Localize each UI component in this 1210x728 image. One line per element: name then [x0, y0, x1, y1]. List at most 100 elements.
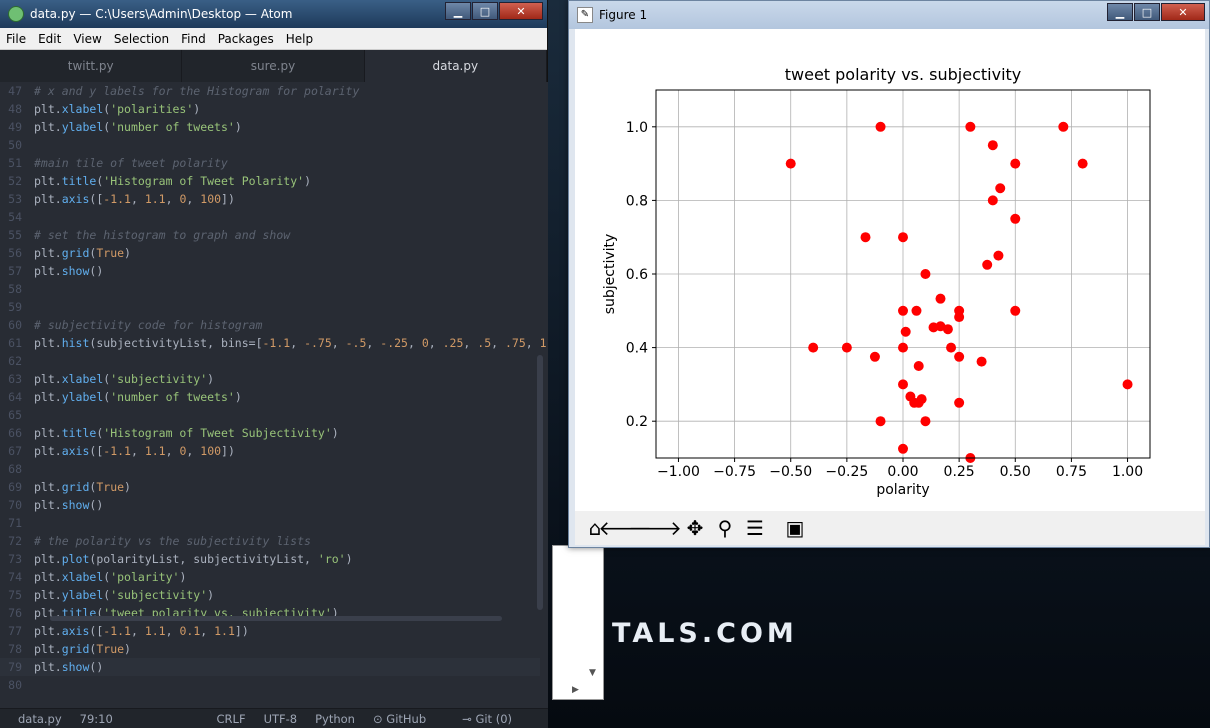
- menu-view[interactable]: View: [73, 31, 102, 46]
- data-point: [1010, 213, 1021, 224]
- scroll-right-arrow-icon[interactable]: ▶: [572, 685, 579, 695]
- code-line[interactable]: 47 # x and y labels for the Histogram for…: [0, 82, 540, 100]
- code-line[interactable]: 64 plt.ylabel('number of tweets'): [0, 388, 540, 406]
- code-text: plt.grid(True): [34, 642, 131, 656]
- status-file-name[interactable]: data.py: [18, 711, 62, 726]
- tab-twitt-py[interactable]: twitt.py: [0, 50, 183, 82]
- code-line[interactable]: 61 plt.hist(subjectivityList, bins=[-1.1,…: [0, 334, 546, 352]
- status-encoding[interactable]: UTF-8: [263, 711, 298, 726]
- code-line[interactable]: 52 plt.title('Histogram of Tweet Polarity…: [0, 172, 540, 190]
- code-line[interactable]: 63 plt.xlabel('subjectivity'): [0, 370, 540, 388]
- atom-statusbar: data.py 79:10 CRLF UTF-8 Python ⊙ GitHub…: [0, 708, 548, 728]
- code-line[interactable]: 71: [0, 514, 540, 532]
- data-point: [920, 269, 931, 279]
- code-line[interactable]: 55 # set the histogram to graph and show: [0, 226, 540, 244]
- status-github[interactable]: ⊙ GitHub: [372, 711, 427, 726]
- code-line[interactable]: 80: [0, 676, 540, 694]
- code-line[interactable]: 54: [0, 208, 540, 226]
- code-line[interactable]: 67 plt.axis([-1.1, 1.1, 0, 100]): [0, 442, 540, 460]
- line-number: 74: [8, 570, 22, 584]
- status-line-ending[interactable]: CRLF: [216, 711, 246, 726]
- line-number: 63: [8, 372, 22, 386]
- code-text: plt.ylabel('number of tweets'): [34, 390, 242, 404]
- code-text: #main tile of tweet polarity: [34, 156, 228, 170]
- y-tick-label: 0.2: [626, 414, 648, 430]
- data-point: [900, 326, 911, 337]
- close-button[interactable]: ✕: [499, 2, 543, 20]
- code-line[interactable]: 53 plt.axis([-1.1, 1.1, 0, 100]): [0, 190, 540, 208]
- data-point: [911, 305, 922, 316]
- code-line[interactable]: 57 plt.show(): [0, 262, 540, 280]
- desktop-banner-text: TALS.COM: [612, 618, 798, 649]
- code-line[interactable]: 50: [0, 136, 540, 154]
- menu-packages[interactable]: Packages: [217, 31, 274, 46]
- code-text: plt.axis([-1.1, 1.1, 0.1, 1.1]): [34, 624, 249, 638]
- pan-icon[interactable]: ✥: [686, 516, 704, 540]
- data-point: [935, 293, 946, 304]
- code-text: # the polarity vs the subjectivity lists: [34, 534, 311, 548]
- editor-horizontal-scrollbar[interactable]: [50, 616, 502, 621]
- zoom-icon[interactable]: ⚲: [717, 516, 733, 540]
- maximize-button[interactable]: □: [472, 2, 498, 20]
- code-line[interactable]: 62: [0, 352, 540, 370]
- figure-maximize-button[interactable]: □: [1134, 3, 1160, 21]
- code-line[interactable]: 68: [0, 460, 540, 478]
- code-line[interactable]: 69 plt.grid(True): [0, 478, 540, 496]
- code-line[interactable]: 77 plt.axis([-1.1, 1.1, 0.1, 1.1]): [0, 622, 540, 640]
- menu-file[interactable]: File: [6, 31, 27, 46]
- status-git[interactable]: ⊸ Git (0): [462, 711, 512, 726]
- figure-minimize-button[interactable]: ▁: [1107, 3, 1133, 21]
- line-number: 60: [8, 318, 22, 332]
- editor-vertical-scrollbar[interactable]: [537, 355, 543, 610]
- figure-titlebar[interactable]: ✎ Figure 1 ▁ □ ✕: [569, 1, 1209, 29]
- line-number: 62: [8, 354, 22, 368]
- data-point: [987, 195, 998, 206]
- code-line[interactable]: 79 plt.show(): [0, 658, 540, 676]
- code-editor[interactable]: 47 # x and y labels for the Histogram for…: [0, 82, 548, 708]
- figure-canvas[interactable]: −1.00 −0.75 −0.50 −0.25 0.00 0.25 0.50 0.75 1.00…: [575, 29, 1205, 511]
- tab-data-py[interactable]: data.py: [364, 50, 547, 82]
- line-number: 80: [8, 678, 22, 692]
- code-line[interactable]: 70 plt.show(): [0, 496, 540, 514]
- figure-close-button[interactable]: ✕: [1161, 3, 1205, 21]
- configure-icon[interactable]: ☰: [746, 516, 764, 540]
- data-point: [913, 361, 924, 371]
- atom-titlebar[interactable]: data.py — C:\Users\Admin\Desktop — Atom …: [0, 0, 547, 28]
- tab-sure-py[interactable]: sure.py: [182, 50, 365, 82]
- code-line[interactable]: 72 # the polarity vs the subjectivity lis…: [0, 532, 540, 550]
- menu-find[interactable]: Find: [181, 31, 206, 46]
- save-icon[interactable]: ▣: [785, 516, 805, 540]
- code-line[interactable]: 75 plt.ylabel('subjectivity'): [0, 586, 540, 604]
- code-line[interactable]: 73 plt.plot(polarityList, subjectivityLis…: [0, 550, 540, 568]
- figure-toolbar: ⌂ 🡐 🡒 ✥ ⚲ ☰ ▣: [575, 511, 1205, 545]
- home-icon[interactable]: ⌂: [588, 516, 602, 540]
- code-line[interactable]: 58: [0, 280, 540, 298]
- code-line[interactable]: 49 plt.ylabel('number of tweets'): [0, 118, 540, 136]
- code-line[interactable]: 59: [0, 298, 540, 316]
- code-text: plt.title('Histogram of Tweet Polarity'): [34, 174, 311, 188]
- code-line[interactable]: 48 plt.xlabel('polarities'): [0, 100, 540, 118]
- status-grammar[interactable]: Python: [315, 711, 355, 726]
- x-tick-label: 0.00: [887, 464, 918, 480]
- menu-selection[interactable]: Selection: [113, 31, 170, 46]
- chart-title: tweet polarity vs. subjectivity: [785, 65, 1022, 84]
- code-text: plt.ylabel('subjectivity'): [34, 588, 215, 602]
- background-window[interactable]: [552, 545, 604, 700]
- code-line[interactable]: 78 plt.grid(True): [0, 640, 540, 658]
- status-cursor-position[interactable]: 79:10: [79, 711, 113, 726]
- menu-help[interactable]: Help: [285, 31, 314, 46]
- code-line[interactable]: 60 # subjectivity code for histogram: [0, 316, 540, 334]
- forward-icon[interactable]: 🡒: [628, 516, 682, 540]
- code-line[interactable]: 51 #main tile of tweet polarity: [0, 154, 540, 172]
- code-line[interactable]: 65: [0, 406, 540, 424]
- x-tick-label: −1.00: [657, 464, 700, 480]
- scroll-down-arrow-icon[interactable]: ▼: [589, 668, 596, 678]
- code-line[interactable]: 74 plt.xlabel('polarity'): [0, 568, 540, 586]
- minimize-button[interactable]: ▁: [445, 2, 471, 20]
- data-point: [898, 342, 908, 353]
- code-line[interactable]: 56 plt.grid(True): [0, 244, 540, 262]
- x-tick-label: −0.75: [713, 464, 756, 480]
- code-line[interactable]: 66 plt.title('Histogram of Tweet Subjecti…: [0, 424, 540, 442]
- menu-edit[interactable]: Edit: [38, 31, 62, 46]
- line-number: 51: [8, 156, 22, 170]
